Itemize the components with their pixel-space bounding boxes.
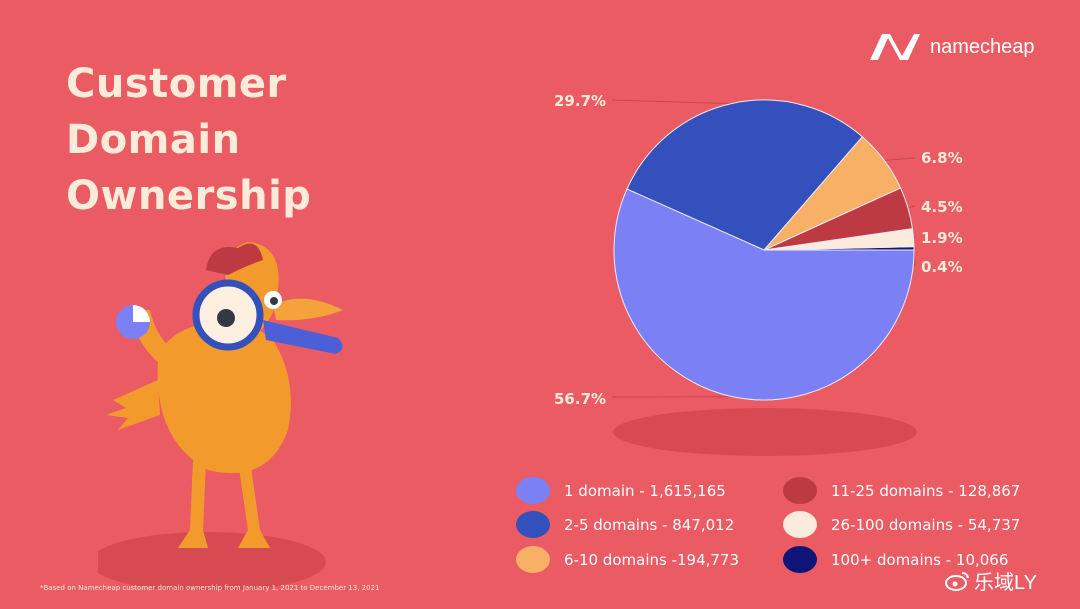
- legend-item: 2-5 domains - 847,012: [516, 511, 734, 538]
- title-line-3: Ownership: [66, 173, 312, 219]
- percent-label: 4.5%: [921, 198, 963, 216]
- legend-label: 1 domain - 1,615,165: [564, 481, 726, 500]
- legend-item: 1 domain - 1,615,165: [516, 477, 726, 504]
- pie-shadow: [613, 408, 917, 456]
- page-title: Customer Domain Ownership: [66, 56, 311, 224]
- legend-label: 2-5 domains - 847,012: [564, 515, 735, 534]
- legend-item: 11-25 domains - 128,867: [783, 477, 1020, 504]
- percent-label: 29.7%: [554, 92, 607, 110]
- legend-item: 26-100 domains - 54,737: [783, 511, 1020, 538]
- percent-label: 56.7%: [554, 390, 607, 408]
- percent-label: 1.9%: [921, 229, 963, 247]
- legend-swatch: [783, 546, 817, 573]
- legend-label: 100+ domains - 10,066: [831, 550, 1009, 569]
- legend-swatch: [516, 511, 550, 538]
- title-line-2: Domain: [66, 117, 241, 163]
- watermark-text: 乐域LY: [974, 572, 1037, 594]
- legend-swatch: [783, 477, 817, 504]
- title-line-1: Customer: [66, 61, 287, 107]
- percent-label: 0.4%: [921, 258, 963, 276]
- brand-name: namecheap: [930, 35, 1035, 58]
- leader-line: [611, 99, 732, 105]
- brand-logo: namecheap: [866, 30, 1035, 64]
- leader-line: [907, 205, 916, 209]
- weibo-icon: [945, 571, 969, 591]
- pie-slice-1-domain: [613, 188, 915, 401]
- legend-label: 6-10 domains -194,773: [564, 550, 740, 569]
- namecheap-logo-icon: [870, 34, 920, 60]
- watermark: 乐域LY: [944, 566, 1037, 595]
- footnote: *Based on Namecheap customer domain owne…: [40, 584, 380, 592]
- chicken-mascot-illustration: [98, 242, 343, 590]
- pie-slice-2-5-domains: [626, 99, 864, 251]
- legend-item: 100+ domains - 10,066: [783, 546, 1008, 573]
- legend-label: 26-100 domains - 54,737: [831, 515, 1021, 534]
- legend-label: 11-25 domains - 128,867: [831, 481, 1021, 500]
- percent-label: 6.8%: [921, 149, 963, 167]
- legend-swatch: [783, 511, 817, 538]
- legend-item: 6-10 domains -194,773: [516, 546, 739, 573]
- legend-swatch: [516, 546, 550, 573]
- leader-line: [884, 157, 916, 161]
- legend-swatch: [516, 477, 550, 504]
